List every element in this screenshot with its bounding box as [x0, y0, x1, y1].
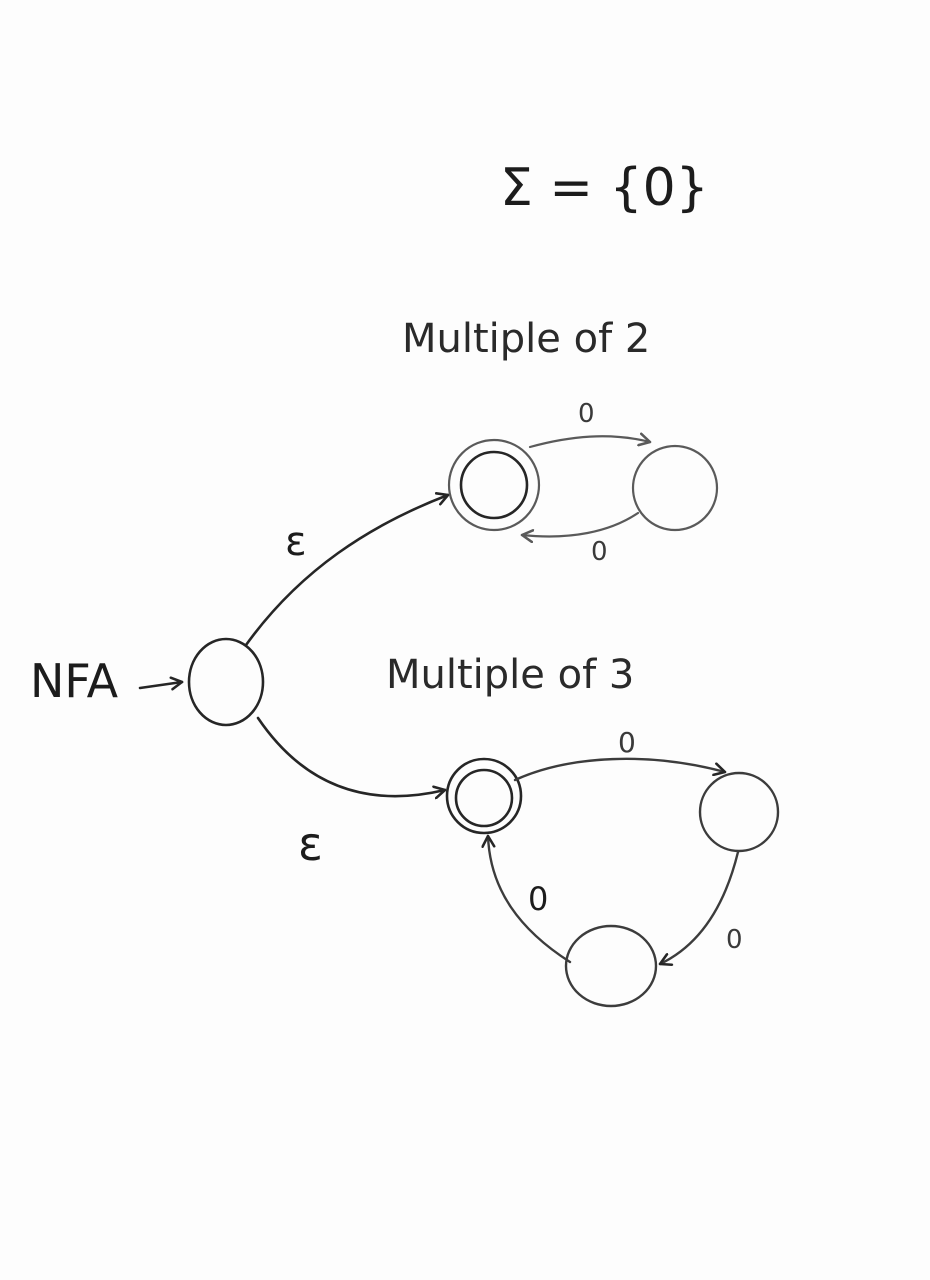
start-arrow [138, 682, 184, 688]
epsilon-label-top: ε [285, 519, 307, 565]
bottom-accept-state-outer [445, 757, 523, 835]
bottom-edge-1 [513, 757, 725, 782]
bottom-edge-3 [488, 836, 572, 964]
epsilon-edge-bottom [256, 716, 447, 796]
top-edge-forward-label: 0 [578, 399, 595, 429]
epsilon-label-bottom: ε [298, 817, 323, 871]
top-accept-state-outer [447, 438, 541, 532]
bottom-edge-1-label: 0 [618, 726, 636, 759]
branch-top-title: Multiple of 2 [402, 316, 650, 362]
top-state-2 [631, 444, 719, 532]
start-label: NFA [30, 654, 119, 708]
epsilon-edge-top [244, 495, 450, 647]
bottom-state-3 [564, 924, 658, 1008]
top-edge-forward [528, 436, 650, 449]
bottom-state-2 [698, 771, 780, 853]
top-accept-state-inner [459, 450, 529, 520]
branch-bottom-title: Multiple of 3 [386, 652, 634, 698]
bottom-edge-3-label: 0 [528, 880, 548, 918]
bottom-edge-2-label: 0 [726, 925, 743, 955]
bottom-edge-2 [660, 850, 740, 964]
alphabet-label: Σ = {0} [500, 158, 709, 218]
top-edge-back-label: 0 [591, 537, 608, 567]
bottom-accept-state-inner [454, 768, 514, 828]
top-edge-back [522, 511, 640, 536]
start-state [187, 637, 265, 727]
